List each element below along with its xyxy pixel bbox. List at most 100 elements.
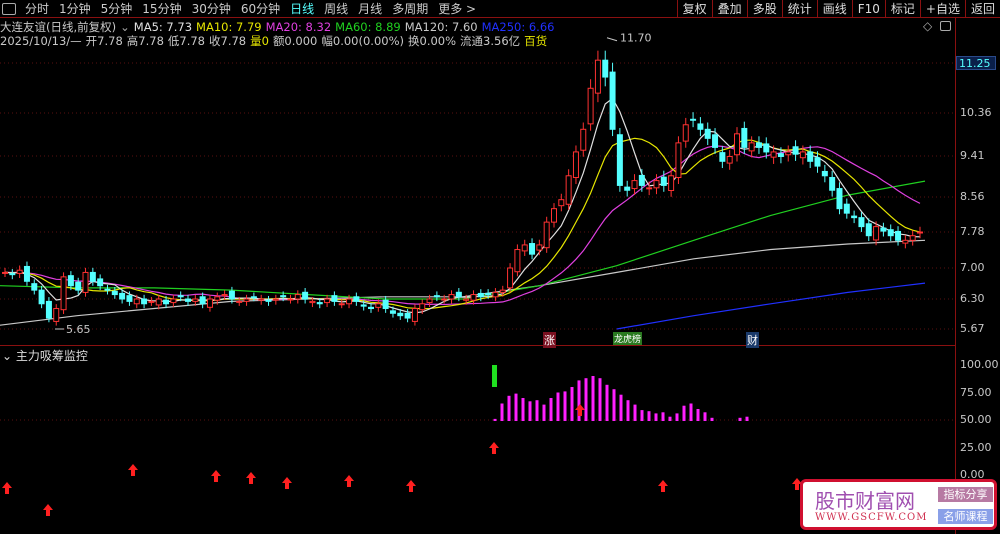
panel-toggle-icon[interactable] [2, 2, 16, 15]
toolbar-button-0[interactable]: 复权 [676, 0, 712, 18]
candle-body [104, 288, 111, 291]
candle-body [902, 239, 909, 244]
indicator-bar [661, 412, 665, 421]
candle-body [228, 290, 235, 300]
candle-body [426, 298, 433, 304]
collapse-icon[interactable]: ⌄ [2, 349, 13, 363]
panel-divider [0, 345, 955, 346]
toolbar-button-5[interactable]: F10 [851, 0, 885, 18]
buy-arrow-icon [489, 442, 499, 454]
candle-body [272, 298, 279, 301]
indicator-bar [633, 404, 637, 421]
candle-body [2, 271, 8, 274]
candle-body [214, 296, 221, 301]
tab-period-7[interactable]: 周线 [324, 2, 349, 16]
price-tick: 10.36 [960, 106, 992, 119]
indicator-bar [535, 400, 539, 421]
toolbar-button-7[interactable]: +自选 [919, 0, 965, 18]
tab-period-5[interactable]: 60分钟 [240, 2, 281, 16]
tab-period-1[interactable]: 1分钟 [59, 2, 91, 16]
quote-line: 2025/10/13/— 开7.78 高7.78 低7.78 收7.78 量0 额0.000… [0, 33, 551, 49]
indicator-bar [626, 400, 630, 421]
ma-label-4: MA120: 7.60 [404, 20, 478, 34]
price-tick: 5.67 [960, 322, 985, 335]
candle-body [909, 235, 916, 241]
tab-period-4[interactable]: 30分钟 [191, 2, 231, 16]
indicator-bar [577, 380, 581, 421]
candle-body [734, 133, 740, 156]
tab-period-2[interactable]: 5分钟 [100, 2, 133, 16]
candle-body [763, 143, 770, 153]
indicator-bar [738, 417, 742, 421]
candle-body [594, 59, 601, 94]
indicator-bar [682, 405, 686, 421]
candle-body [309, 300, 316, 304]
candle-body [82, 271, 89, 293]
indicator-bar [640, 410, 644, 421]
buy-arrow-icon [344, 475, 354, 487]
toolbar-button-8[interactable]: 返回 [964, 0, 1000, 18]
buy-arrow-icon [792, 478, 802, 490]
candle-body [748, 142, 755, 152]
tab-period-8[interactable]: 月线 [358, 2, 383, 16]
tag-finance[interactable]: 财 [746, 332, 759, 348]
price-tick: 9.41 [960, 149, 985, 162]
candle-body [67, 275, 74, 287]
candle-body [558, 199, 565, 207]
candle-body [38, 289, 45, 305]
panel-icon[interactable] [940, 21, 951, 31]
indicator-bar [703, 412, 707, 421]
candle-body [368, 306, 374, 310]
indicator-bar [675, 413, 679, 421]
candle-body [792, 146, 799, 155]
buy-arrow-icon [658, 480, 668, 492]
quote-sector[interactable]: 百货 [524, 34, 548, 48]
candle-body [616, 134, 623, 186]
candle-body [148, 300, 155, 303]
dropdown-icon[interactable]: ⌄ [120, 20, 130, 34]
candle-body [565, 175, 572, 205]
tag-limit-up[interactable]: 涨 [543, 332, 556, 348]
candle-body [397, 312, 404, 317]
indicator-bar [654, 413, 658, 421]
candle-body [843, 203, 850, 214]
tab-period-10[interactable]: 更多 > [438, 2, 477, 16]
indicator-bar [507, 395, 511, 421]
toolbar-button-4[interactable]: 画线 [816, 0, 852, 18]
toolbar-button-2[interactable]: 多股 [746, 0, 782, 18]
buy-arrow-icon [246, 472, 256, 484]
quote-turnover: 换0.00% [408, 34, 457, 48]
ma10-line [4, 137, 921, 310]
candle-body [646, 187, 653, 190]
candle-body [221, 294, 228, 297]
tag-dragon-tiger[interactable]: 龙虎榜 [613, 332, 643, 345]
candle-body [250, 296, 257, 299]
candle-body [609, 71, 616, 130]
indicator-name[interactable]: ⌄ 主力吸筹监控 [2, 347, 88, 364]
candle-body [917, 231, 923, 234]
candle-body [287, 298, 294, 301]
candle-body [170, 298, 177, 304]
tab-period-9[interactable]: 多周期 [392, 2, 429, 16]
indicator-bar [710, 417, 714, 421]
toolbar-button-3[interactable]: 统计 [781, 0, 817, 18]
diamond-icon[interactable]: ◇ [923, 19, 933, 33]
candle-body [23, 265, 30, 282]
candle-body [206, 298, 213, 308]
indicator-bar [745, 416, 749, 421]
candle-body [89, 271, 96, 282]
candle-body [382, 299, 389, 310]
ma250-line [616, 282, 926, 330]
tab-period-6[interactable]: 日线 [290, 2, 315, 16]
tab-period-0[interactable]: 分时 [25, 2, 50, 16]
candlestick-chart: 11.70 5.65 [0, 32, 955, 516]
indicator-bar [689, 403, 693, 421]
toolbar-button-1[interactable]: 叠加 [711, 0, 747, 18]
indicator-bar [556, 392, 560, 421]
buy-arrow-icon [406, 480, 416, 492]
ma-label-5: MA250: 6.66 [481, 20, 555, 34]
toolbar-button-6[interactable]: 标记 [884, 0, 920, 18]
tab-period-3[interactable]: 15分钟 [142, 2, 182, 16]
candle-body [280, 295, 287, 298]
high-annotation: 11.70 [620, 32, 652, 45]
